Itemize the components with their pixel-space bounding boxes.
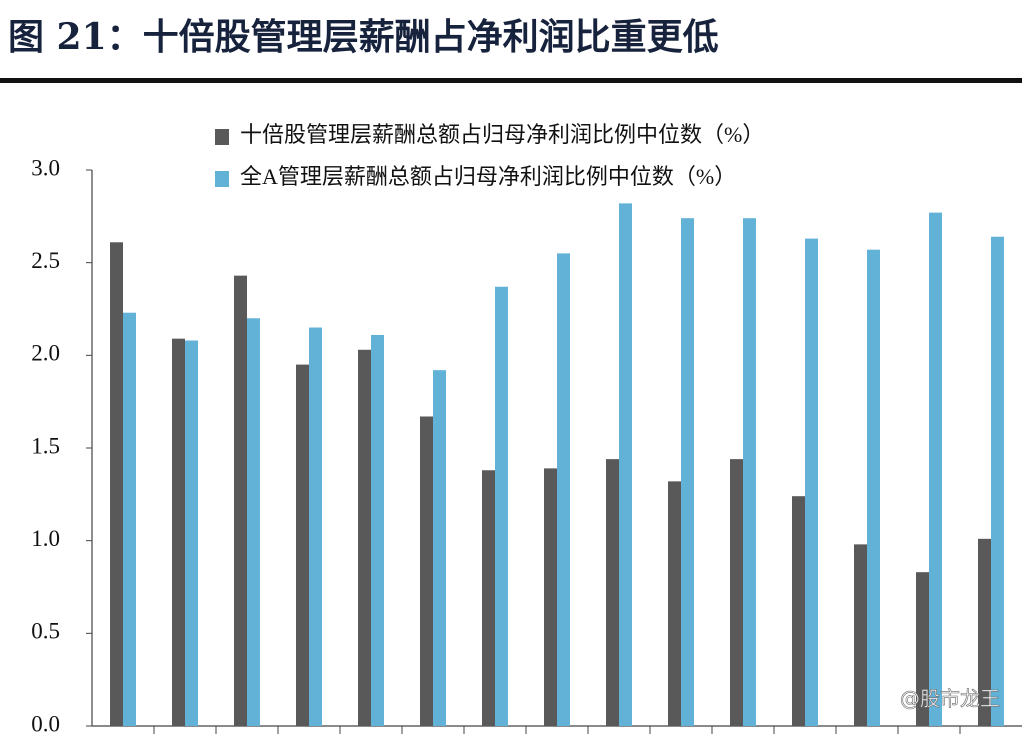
bar bbox=[433, 370, 446, 726]
bar bbox=[420, 416, 433, 726]
watermark: @股市龙王 bbox=[900, 687, 1000, 711]
bar bbox=[172, 338, 185, 726]
y-tick-label: 1.5 bbox=[31, 433, 60, 458]
bar bbox=[867, 249, 880, 726]
bar bbox=[916, 572, 929, 726]
title-rule bbox=[0, 78, 1022, 83]
bar bbox=[482, 470, 495, 726]
y-tick-label: 2.5 bbox=[31, 248, 60, 273]
bar bbox=[371, 334, 384, 726]
bar bbox=[296, 364, 309, 726]
bar bbox=[247, 318, 260, 726]
bar bbox=[991, 236, 1004, 726]
y-tick-label: 0.0 bbox=[31, 711, 60, 736]
legend-label: 十倍股管理层薪酬总额占归母净利润比例中位数（%） bbox=[240, 122, 764, 147]
bar bbox=[309, 327, 322, 726]
bar bbox=[854, 544, 867, 726]
bar bbox=[805, 238, 818, 726]
chart-title: 图 21：十倍股管理层薪酬占净利润比重更低 bbox=[8, 16, 719, 58]
bar bbox=[358, 349, 371, 726]
bar bbox=[619, 203, 632, 727]
legend-swatch bbox=[215, 129, 229, 145]
bar bbox=[123, 312, 136, 726]
y-tick-label: 2.0 bbox=[31, 341, 60, 366]
y-tick-label: 1.0 bbox=[31, 526, 60, 551]
bar bbox=[978, 538, 991, 726]
bar bbox=[544, 468, 557, 726]
y-tick-label: 0.5 bbox=[31, 619, 60, 644]
bar bbox=[185, 340, 198, 726]
bar bbox=[495, 286, 508, 726]
bar bbox=[792, 496, 805, 726]
bar bbox=[668, 481, 681, 726]
bar bbox=[743, 218, 756, 727]
y-tick-label: 3.0 bbox=[31, 155, 60, 180]
bar bbox=[730, 459, 743, 726]
legend-swatch bbox=[215, 171, 229, 187]
legend-label: 全A管理层薪酬总额占归母净利润比例中位数（%） bbox=[240, 164, 736, 189]
bar bbox=[110, 242, 123, 726]
bar bbox=[681, 218, 694, 727]
bar bbox=[557, 253, 570, 726]
bar bbox=[929, 212, 942, 727]
bar bbox=[234, 275, 247, 726]
bar bbox=[606, 459, 619, 726]
